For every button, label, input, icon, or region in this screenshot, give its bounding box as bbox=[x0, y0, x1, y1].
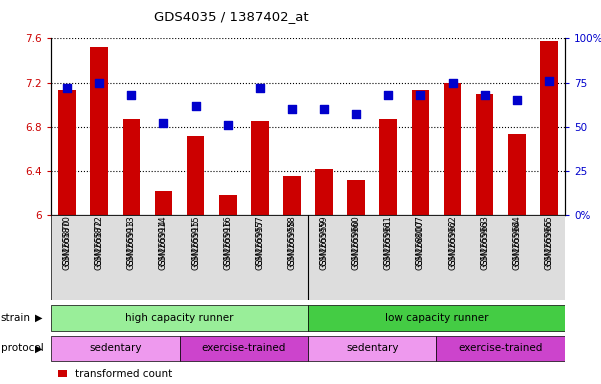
Text: sedentary: sedentary bbox=[89, 343, 142, 354]
Text: GSM265913: GSM265913 bbox=[127, 219, 136, 270]
Bar bbox=[58, 90, 76, 215]
Text: GSM265963: GSM265963 bbox=[480, 219, 489, 270]
Text: GSM265962: GSM265962 bbox=[448, 215, 457, 266]
Text: GSM265964: GSM265964 bbox=[512, 219, 521, 270]
FancyBboxPatch shape bbox=[308, 336, 436, 361]
Text: GSM265960: GSM265960 bbox=[352, 215, 361, 266]
Point bbox=[383, 92, 393, 98]
Text: ▶: ▶ bbox=[35, 343, 42, 353]
Text: transformed count: transformed count bbox=[75, 369, 172, 379]
Bar bbox=[476, 94, 493, 215]
Text: ▶: ▶ bbox=[35, 313, 42, 323]
Bar bbox=[90, 47, 108, 215]
Text: GSM265958: GSM265958 bbox=[287, 219, 296, 270]
Bar bbox=[540, 41, 558, 215]
Text: GSM265872: GSM265872 bbox=[95, 215, 104, 266]
Point bbox=[319, 106, 329, 112]
Bar bbox=[58, 370, 67, 377]
Bar bbox=[444, 83, 462, 215]
Text: GSM265916: GSM265916 bbox=[223, 219, 232, 270]
Bar bbox=[283, 176, 300, 215]
FancyBboxPatch shape bbox=[308, 305, 565, 331]
Text: GSM265957: GSM265957 bbox=[255, 219, 264, 270]
Point bbox=[191, 103, 200, 109]
Bar bbox=[123, 119, 140, 215]
Text: GSM265964: GSM265964 bbox=[512, 215, 521, 266]
Text: protocol: protocol bbox=[1, 343, 43, 353]
FancyBboxPatch shape bbox=[51, 215, 565, 300]
Text: GSM265960: GSM265960 bbox=[352, 219, 361, 270]
Text: GSM265957: GSM265957 bbox=[255, 215, 264, 266]
Text: GSM265870: GSM265870 bbox=[63, 215, 72, 266]
FancyBboxPatch shape bbox=[51, 336, 180, 361]
Text: GSM265872: GSM265872 bbox=[95, 219, 104, 270]
Bar bbox=[347, 180, 365, 215]
FancyBboxPatch shape bbox=[51, 305, 308, 331]
Point bbox=[159, 120, 168, 126]
FancyBboxPatch shape bbox=[180, 336, 308, 361]
Text: GSM268007: GSM268007 bbox=[416, 219, 425, 270]
Point bbox=[287, 106, 297, 112]
Text: GSM265961: GSM265961 bbox=[384, 219, 393, 270]
Point bbox=[223, 122, 233, 128]
Text: GSM265965: GSM265965 bbox=[545, 215, 554, 266]
Text: GSM265963: GSM265963 bbox=[480, 215, 489, 266]
Text: GSM265914: GSM265914 bbox=[159, 219, 168, 270]
Bar bbox=[154, 191, 172, 215]
Text: strain: strain bbox=[1, 313, 31, 323]
Bar bbox=[219, 195, 237, 215]
Text: exercise-trained: exercise-trained bbox=[459, 343, 543, 354]
Text: GDS4035 / 1387402_at: GDS4035 / 1387402_at bbox=[154, 10, 308, 23]
Text: GSM265915: GSM265915 bbox=[191, 215, 200, 266]
Text: GSM265915: GSM265915 bbox=[191, 219, 200, 270]
Text: GSM265958: GSM265958 bbox=[287, 215, 296, 266]
Text: GSM265914: GSM265914 bbox=[159, 215, 168, 266]
Text: low capacity runner: low capacity runner bbox=[385, 313, 488, 323]
Text: GSM265965: GSM265965 bbox=[545, 219, 554, 270]
Bar bbox=[379, 119, 397, 215]
Point bbox=[127, 92, 136, 98]
Text: high capacity runner: high capacity runner bbox=[125, 313, 234, 323]
Point bbox=[416, 92, 426, 98]
Text: GSM265961: GSM265961 bbox=[384, 215, 393, 266]
Point bbox=[512, 97, 522, 103]
Text: GSM268007: GSM268007 bbox=[416, 215, 425, 266]
Text: GSM265962: GSM265962 bbox=[448, 219, 457, 270]
Bar bbox=[187, 136, 204, 215]
Point bbox=[480, 92, 489, 98]
Text: GSM265870: GSM265870 bbox=[63, 219, 72, 270]
Point bbox=[448, 79, 457, 86]
Bar bbox=[412, 90, 429, 215]
Bar bbox=[508, 134, 526, 215]
Text: sedentary: sedentary bbox=[346, 343, 398, 354]
Point bbox=[544, 78, 554, 84]
Text: GSM265916: GSM265916 bbox=[223, 215, 232, 266]
Bar bbox=[316, 169, 333, 215]
Point bbox=[352, 111, 361, 118]
Text: GSM265959: GSM265959 bbox=[320, 215, 329, 266]
Text: exercise-trained: exercise-trained bbox=[201, 343, 286, 354]
Bar bbox=[251, 121, 269, 215]
Text: GSM265913: GSM265913 bbox=[127, 215, 136, 266]
FancyBboxPatch shape bbox=[436, 336, 565, 361]
Point bbox=[63, 85, 72, 91]
Point bbox=[255, 85, 264, 91]
Point bbox=[94, 79, 104, 86]
Text: GSM265959: GSM265959 bbox=[320, 219, 329, 270]
